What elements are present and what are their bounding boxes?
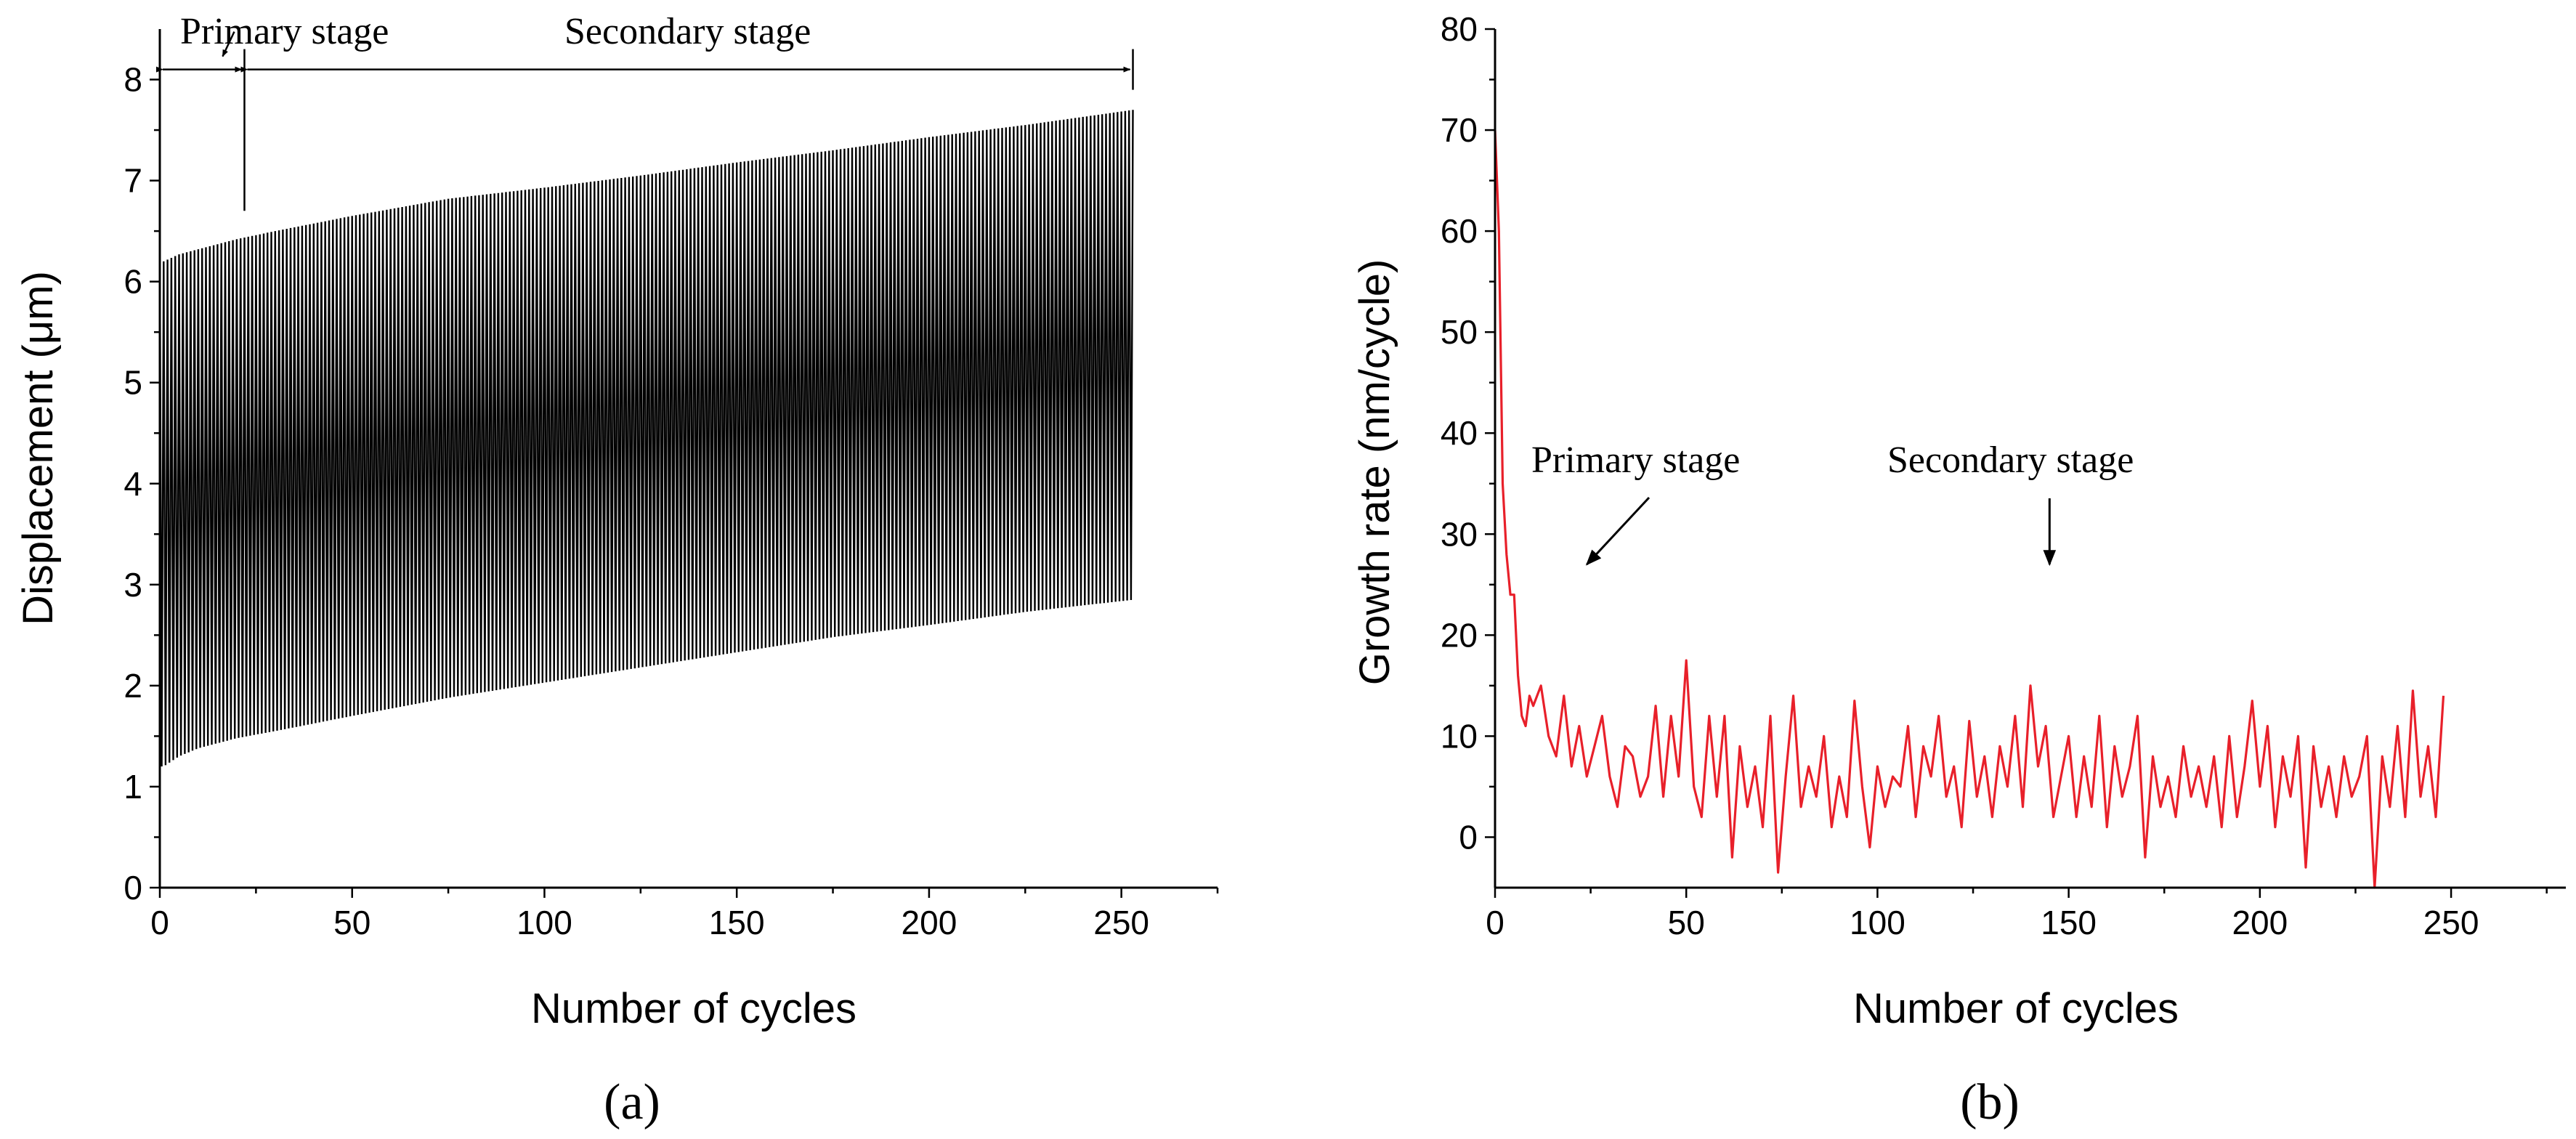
panel-b-plot-area bbox=[1494, 130, 2445, 889]
panel-b-y-tick-label: 20 bbox=[1441, 616, 1478, 654]
panel-a-y-tick-label: 0 bbox=[123, 869, 142, 907]
panel-b: 0 50 100 150 200 250 0 10 20 30 40 50 60 70 80 Primary… bbox=[1351, 10, 2566, 1130]
panel-a-x-tick-label: 250 bbox=[1093, 904, 1149, 941]
panel-b-x-tick-label: 250 bbox=[2423, 904, 2479, 941]
panel-b-y-tick-label: 40 bbox=[1441, 414, 1478, 452]
panel-b-y-tick-label: 50 bbox=[1441, 313, 1478, 351]
panel-a-plot-area bbox=[158, 110, 1134, 767]
panel-b-y-axis-title: Growth rate (nm/cycle) bbox=[1351, 259, 1398, 686]
panel-b-y-tick-label: 10 bbox=[1441, 717, 1478, 755]
panel-a-x-tick-label: 0 bbox=[150, 904, 169, 941]
panel-a-axes: 0 50 100 150 200 250 0 1 2 3 4 5 6 7 8 bbox=[123, 29, 1219, 941]
panel-a-displacement-series bbox=[158, 110, 1134, 767]
panel-b-x-tick-label: 50 bbox=[1668, 904, 1705, 941]
panel-b-primary-stage-arrow bbox=[1585, 496, 1650, 566]
panel-a-secondary-stage-label: Secondary stage bbox=[564, 11, 811, 52]
panel-b-y-tick-label: 60 bbox=[1441, 212, 1478, 250]
panel-a-x-tick-label: 200 bbox=[902, 904, 957, 941]
panel-a-x-axis-title: Number of cycles bbox=[531, 985, 856, 1032]
panel-a-y-tick-label: 7 bbox=[123, 162, 142, 200]
panel-a-primary-stage-label: Primary stage bbox=[180, 11, 389, 52]
panel-b-primary-stage-label: Primary stage bbox=[1531, 439, 1740, 481]
panel-a-x-tick-label: 150 bbox=[709, 904, 765, 941]
panel-b-label: (b) bbox=[1960, 1074, 2020, 1130]
panel-b-x-tick-label: 200 bbox=[2232, 904, 2288, 941]
panel-a-y-tick-label: 4 bbox=[123, 465, 142, 503]
panel-a-y-axis-title: Displacement (μm) bbox=[15, 271, 62, 625]
panel-b-growth-rate-series bbox=[1494, 130, 2445, 889]
panel-b-y-tick-label: 70 bbox=[1441, 111, 1478, 149]
panel-a-label: (a) bbox=[604, 1074, 660, 1130]
panel-a-y-tick-label: 3 bbox=[123, 566, 142, 604]
panel-a-y-tick-label: 8 bbox=[123, 61, 142, 99]
panel-b-x-axis-title: Number of cycles bbox=[1853, 985, 2179, 1032]
panel-b-x-tick-label: 150 bbox=[2041, 904, 2097, 941]
panel-b-x-tick-label: 100 bbox=[1850, 904, 1905, 941]
panel-b-y-tick-label: 80 bbox=[1441, 10, 1478, 48]
panel-a: 0 50 100 150 200 250 0 1 2 3 4 5 6 7 8 Primary stage Se… bbox=[15, 11, 1219, 1130]
panel-b-y-tick-label: 30 bbox=[1441, 515, 1478, 553]
panel-a-y-tick-label: 2 bbox=[123, 667, 142, 705]
panel-b-annotations: Primary stage Secondary stage bbox=[1531, 439, 2134, 567]
panel-a-annotations: Primary stage Secondary stage bbox=[156, 11, 1134, 211]
panel-b-y-tick-label: 0 bbox=[1459, 818, 1478, 856]
panel-b-axes: 0 50 100 150 200 250 0 10 20 30 40 50 60 70 80 bbox=[1441, 10, 2566, 941]
panel-a-y-tick-label: 6 bbox=[123, 263, 142, 301]
panel-a-y-tick-label: 1 bbox=[123, 768, 142, 806]
panel-a-x-tick-label: 100 bbox=[517, 904, 572, 941]
panel-b-secondary-stage-label: Secondary stage bbox=[1887, 439, 2134, 481]
panel-a-y-tick-label: 5 bbox=[123, 364, 142, 402]
panel-b-x-tick-label: 0 bbox=[1486, 904, 1504, 941]
panel-a-x-tick-label: 50 bbox=[333, 904, 370, 941]
panel-a-primary-pointer-arrow bbox=[222, 31, 235, 57]
